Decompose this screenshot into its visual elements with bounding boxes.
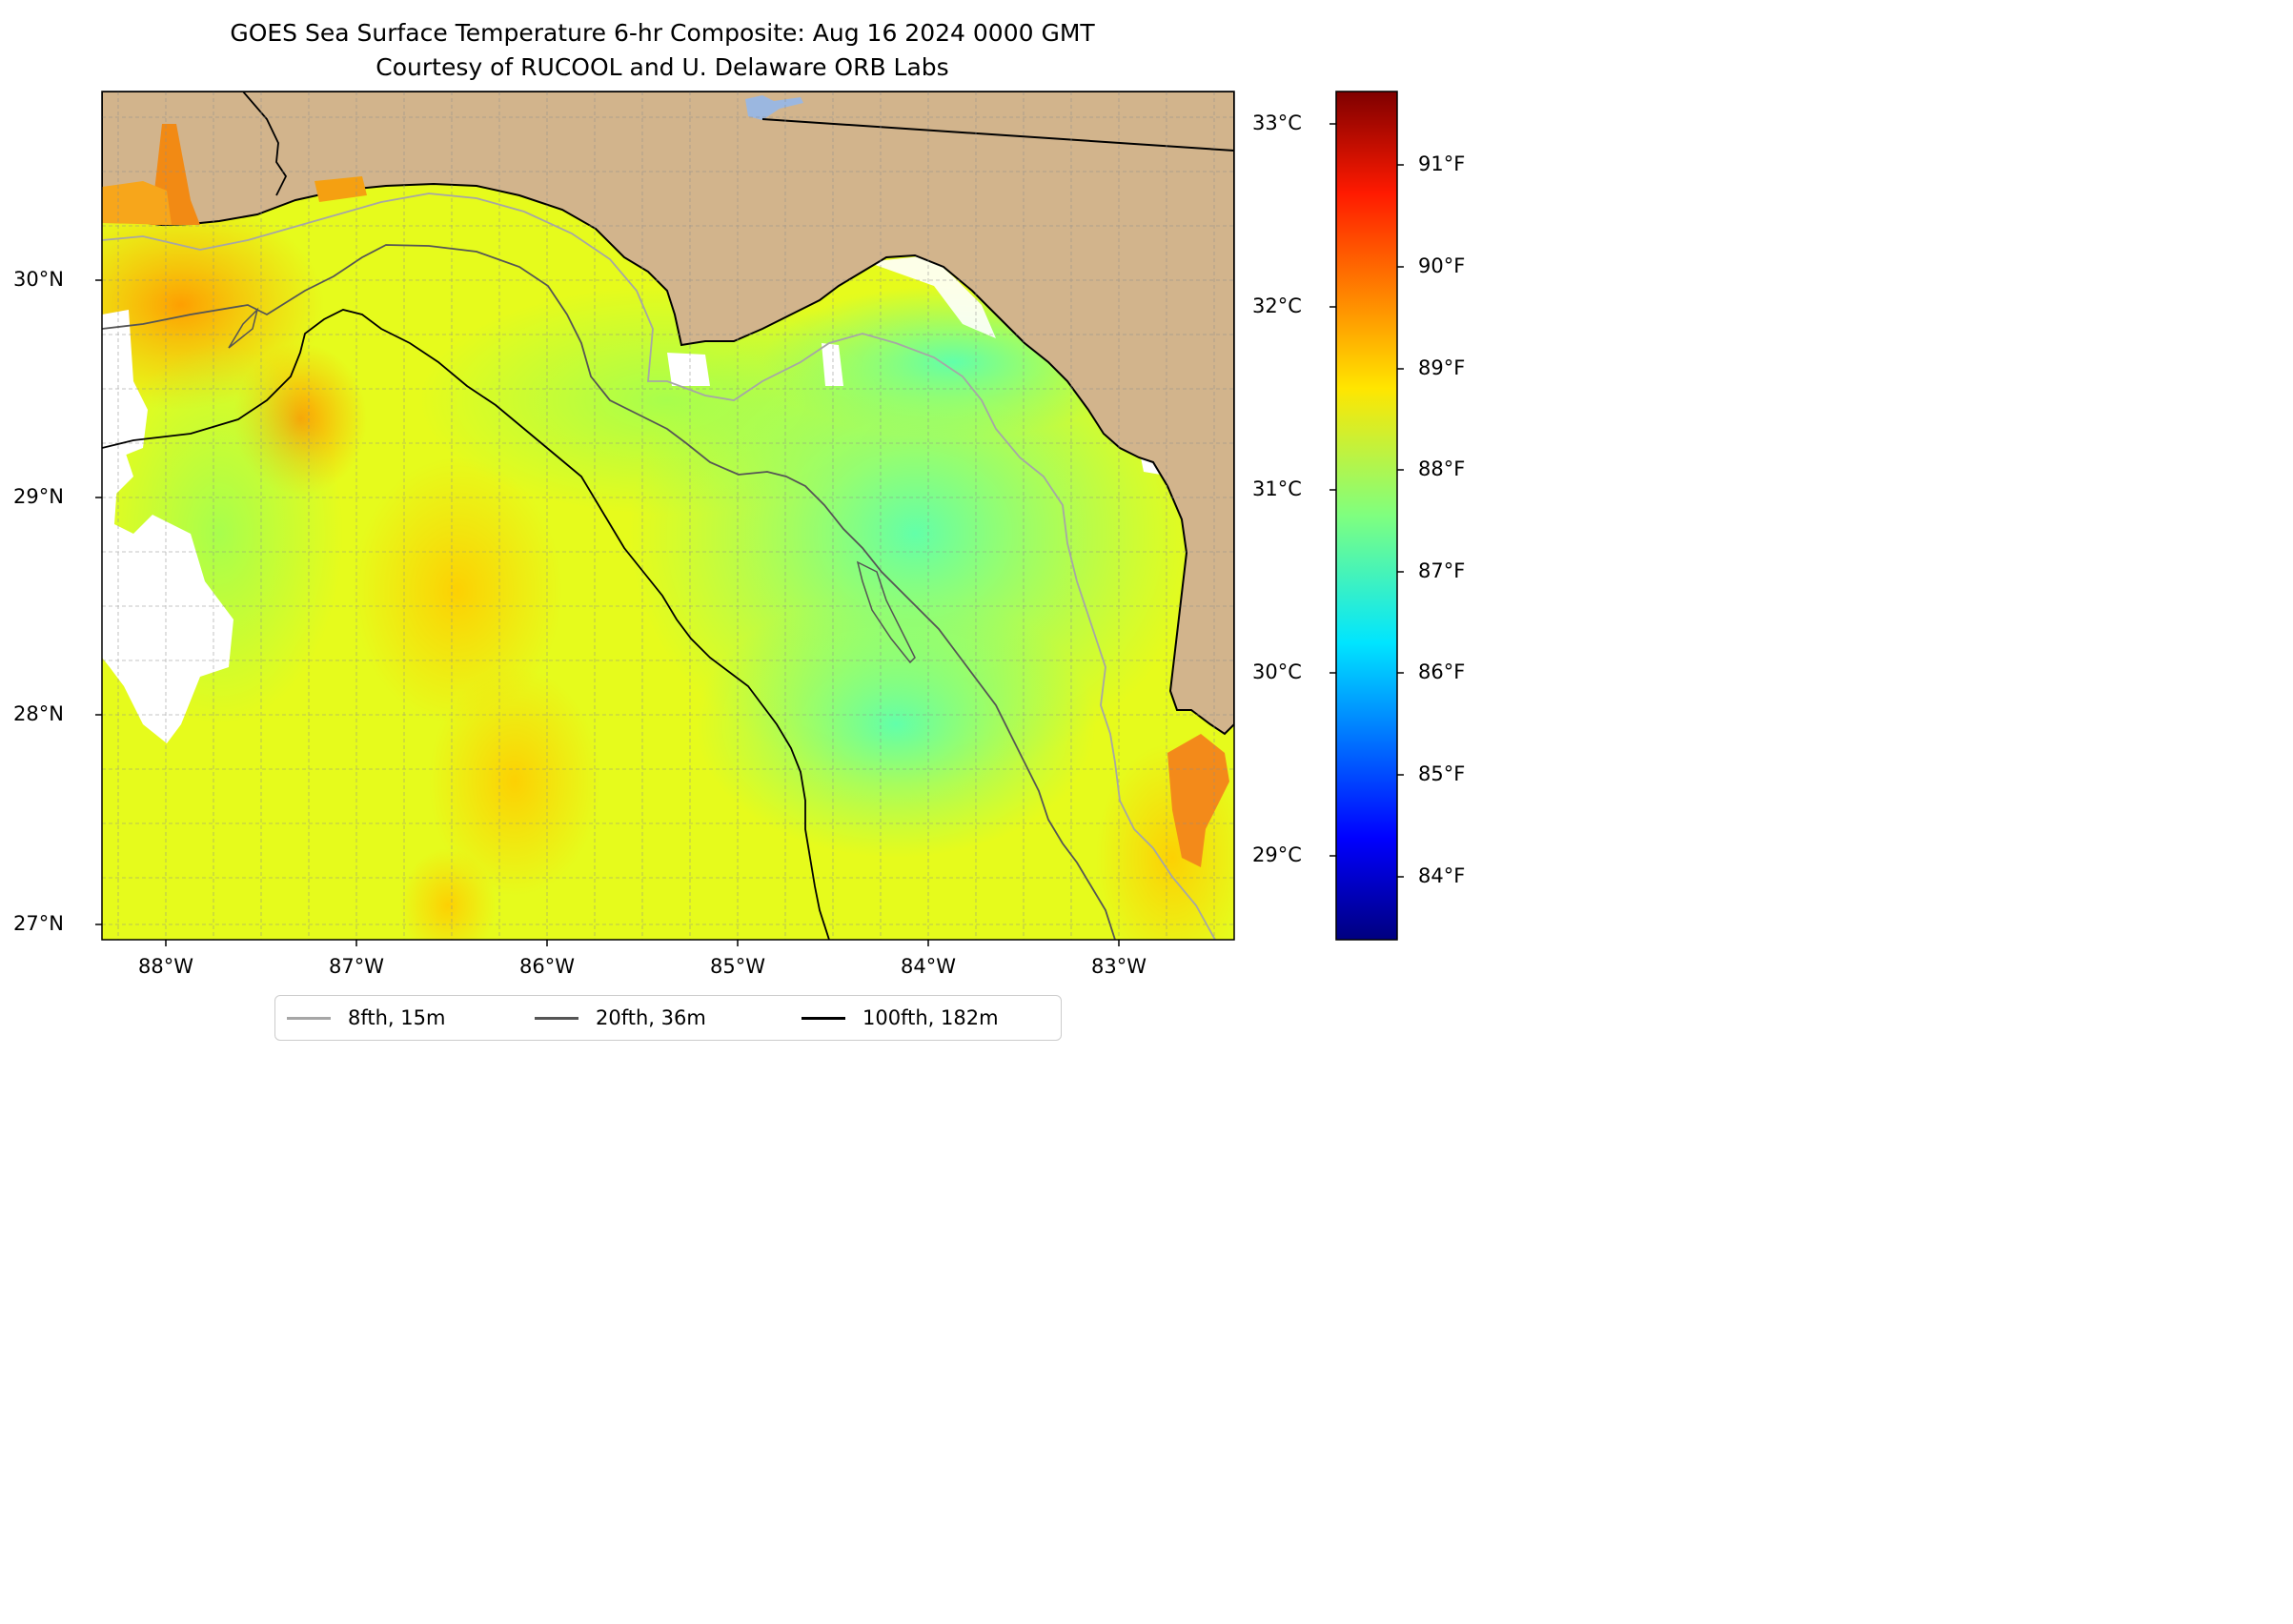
colorbar-celsius-label: 30°C xyxy=(1252,660,1302,683)
state-boundary-line xyxy=(761,118,1234,152)
legend-item-8fth: 8fth, 15m xyxy=(287,996,445,1040)
lat-tick-label: 30°N xyxy=(13,268,64,291)
lat-tick-label: 27°N xyxy=(13,912,64,935)
lon-tick-label: 83°W xyxy=(1091,955,1146,978)
isobath-legend: 8fth, 15m 20fth, 36m 100fth, 182m xyxy=(274,995,1062,1041)
legend-item-100fth: 100fth, 182m xyxy=(802,996,999,1040)
colorbar-fahrenheit-label: 85°F xyxy=(1418,762,1466,785)
map-subtitle: Courtesy of RUCOOL and U. Delaware ORB L… xyxy=(375,53,949,81)
map-plot-area xyxy=(102,91,1234,940)
state-boundary-line xyxy=(242,91,288,196)
warm-sst-patch xyxy=(400,848,496,940)
map-title: GOES Sea Surface Temperature 6-hr Compos… xyxy=(230,19,1095,47)
colorbar-celsius-label: 31°C xyxy=(1252,477,1302,500)
missing-data-region xyxy=(102,310,233,743)
warm-coastal-strip xyxy=(315,176,367,202)
isobath-20fth xyxy=(102,244,1116,940)
missing-data-region xyxy=(102,448,133,496)
lat-tick-label: 28°N xyxy=(13,702,64,725)
missing-data-region xyxy=(867,255,996,338)
colorbar xyxy=(1335,91,1398,941)
legend-label: 20fth, 36m xyxy=(596,1006,706,1029)
sst-map xyxy=(95,91,1404,946)
isobath-8fth xyxy=(102,193,1216,940)
legend-label: 100fth, 182m xyxy=(862,1006,999,1029)
colorbar-fahrenheit-label: 86°F xyxy=(1418,660,1466,683)
lat-tick-label: 29°N xyxy=(13,485,64,508)
legend-swatch xyxy=(287,1016,331,1020)
colorbar-ticks xyxy=(1329,123,1404,878)
axis-ticks xyxy=(95,279,1120,946)
lon-tick-label: 84°W xyxy=(901,955,956,978)
legend-label: 8fth, 15m xyxy=(348,1006,446,1029)
legend-item-20fth: 20fth, 36m xyxy=(535,996,706,1040)
lake xyxy=(745,95,803,120)
colorbar-celsius-label: 33°C xyxy=(1252,112,1302,134)
lon-tick-label: 85°W xyxy=(710,955,765,978)
legend-swatch xyxy=(802,1016,845,1020)
colorbar-celsius-label: 29°C xyxy=(1252,843,1302,866)
lon-tick-label: 87°W xyxy=(329,955,384,978)
lon-tick-label: 88°W xyxy=(138,955,193,978)
colorbar-fahrenheit-label: 90°F xyxy=(1418,254,1466,277)
colorbar-fahrenheit-label: 91°F xyxy=(1418,152,1466,175)
legend-swatch xyxy=(535,1016,578,1020)
colorbar-fahrenheit-label: 89°F xyxy=(1418,356,1466,379)
colorbar-fahrenheit-label: 88°F xyxy=(1418,457,1466,480)
shoal-contour xyxy=(856,560,916,664)
colorbar-fahrenheit-label: 87°F xyxy=(1418,559,1466,582)
warm-sst-patch xyxy=(429,667,600,896)
map-frame xyxy=(101,91,1235,941)
isobath-100fth xyxy=(102,309,830,940)
colorbar-celsius-label: 32°C xyxy=(1252,294,1302,317)
cool-sst-patch xyxy=(696,591,1096,858)
colorbar-fahrenheit-label: 84°F xyxy=(1418,864,1466,887)
missing-data-region xyxy=(667,353,710,386)
lon-tick-label: 86°W xyxy=(519,955,575,978)
warm-coastal-strip xyxy=(102,181,172,225)
shoal-contour xyxy=(228,307,259,349)
warm-sst-patch xyxy=(353,457,562,724)
missing-data-region xyxy=(822,343,843,386)
map-gridlines xyxy=(102,91,1234,940)
